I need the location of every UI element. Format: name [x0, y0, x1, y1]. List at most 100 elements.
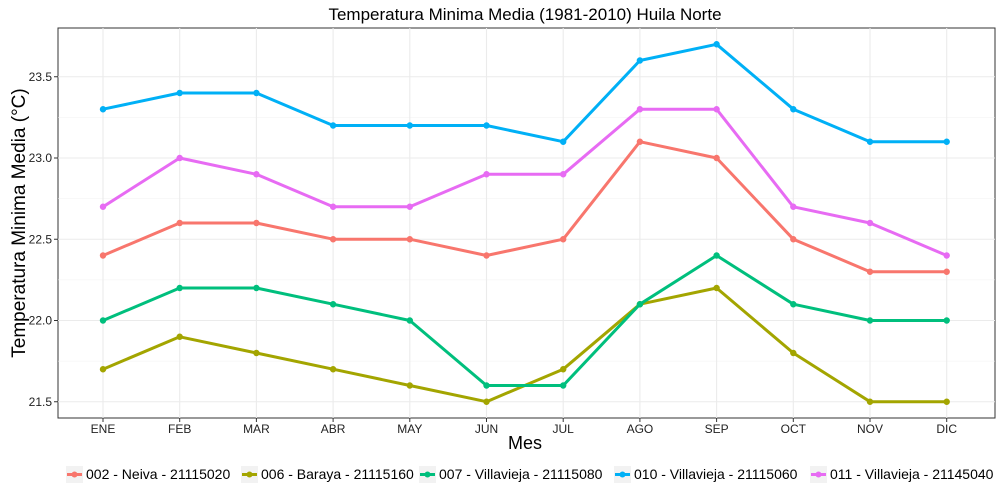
y-axis-title: Temperatura Minima Media (°C): [9, 88, 30, 357]
data-point: [406, 317, 413, 324]
legend-label: 011 - Villavieja - 21145040: [830, 466, 994, 482]
data-point: [790, 349, 797, 357]
data-point: [636, 106, 644, 113]
data-point: [406, 203, 413, 210]
data-point: [560, 382, 567, 389]
legend-item: 010 - Villavieja - 21115060: [614, 466, 798, 483]
data-point: [790, 236, 797, 243]
data-point: [943, 138, 950, 145]
legend-key-point: [815, 471, 822, 478]
legend-label: 002 - Neiva - 21115020: [86, 466, 230, 482]
data-point: [406, 236, 413, 243]
data-point: [866, 268, 874, 275]
data-point: [713, 252, 720, 259]
data-point: [636, 301, 644, 308]
data-point: [483, 122, 490, 129]
series-0: [99, 138, 950, 275]
data-point: [329, 301, 337, 308]
legend-key-point: [424, 471, 431, 478]
data-point: [790, 203, 797, 210]
legend-key-point: [246, 471, 253, 478]
series-layer: [99, 41, 950, 405]
x-axis-title: Mes: [508, 433, 542, 453]
data-point: [329, 203, 337, 210]
data-point: [636, 57, 644, 64]
chart-title: Temperatura Minima Media (1981-2010) Hui…: [328, 5, 721, 24]
data-point: [176, 89, 183, 97]
data-point: [406, 122, 413, 129]
series-2: [99, 252, 950, 389]
y-axis: 21.5 22.0 22.5 23.0 23.5: [29, 70, 58, 409]
data-point: [560, 138, 567, 145]
data-point: [253, 171, 260, 178]
legend-item: 011 - Villavieja - 21145040: [810, 466, 994, 483]
x-tick-label: JUL: [553, 422, 575, 436]
y-tick-label: 22.5: [29, 232, 53, 246]
data-point: [790, 301, 797, 308]
data-point: [713, 106, 720, 113]
data-point: [329, 236, 337, 243]
legend-label: 010 - Villavieja - 21115060: [634, 466, 798, 482]
data-point: [560, 236, 567, 243]
y-tick-label: 22.0: [29, 314, 53, 328]
x-tick-label: NOV: [857, 422, 883, 436]
x-tick-label: ABR: [321, 422, 346, 436]
data-point: [483, 382, 490, 389]
data-point: [713, 284, 720, 292]
data-point: [483, 171, 490, 178]
data-point: [406, 382, 413, 389]
series-4: [99, 106, 950, 259]
data-point: [866, 398, 874, 405]
series-line: [101, 140, 949, 274]
y-tick-label: 21.5: [29, 395, 53, 409]
legend-item: 007 - Villavieja - 21115080: [419, 466, 603, 483]
data-point: [176, 333, 183, 340]
legend-item: 002 - Neiva - 21115020: [66, 466, 230, 483]
legend-key-point: [71, 471, 78, 478]
data-point: [99, 252, 107, 259]
x-tick-label: MAY: [397, 422, 422, 436]
data-point: [176, 154, 183, 162]
data-point: [790, 106, 797, 113]
data-point: [99, 203, 107, 210]
x-tick-label: OCT: [781, 422, 807, 436]
data-point: [253, 89, 260, 97]
data-point: [99, 366, 107, 373]
data-point: [99, 106, 107, 113]
series-line: [101, 107, 949, 257]
data-point: [253, 349, 260, 357]
x-axis: ENE FEB MAR ABR MAY JUN JUL AGO SEP OCT NOV DIC: [91, 418, 957, 436]
data-point: [636, 138, 644, 145]
data-point: [99, 317, 107, 324]
legend-label: 006 - Baraya - 21115160: [261, 466, 414, 482]
x-tick-label: JUN: [475, 422, 498, 436]
x-tick-label: DIC: [936, 422, 957, 436]
y-tick-label: 23.0: [29, 151, 53, 165]
data-point: [176, 219, 183, 227]
data-point: [943, 252, 950, 259]
data-point: [713, 41, 720, 48]
data-point: [253, 284, 260, 292]
grid-lines: [58, 28, 995, 418]
data-point: [866, 317, 874, 324]
x-tick-label: MAR: [243, 422, 270, 436]
legend: 002 - Neiva - 21115020 006 - Baraya - 211…: [66, 466, 994, 483]
data-point: [483, 398, 490, 405]
legend-key-point: [619, 471, 626, 478]
data-point: [866, 219, 874, 227]
y-tick-label: 23.5: [29, 70, 53, 84]
data-point: [560, 171, 567, 178]
legend-label: 007 - Villavieja - 21115080: [439, 466, 603, 482]
data-point: [560, 366, 567, 373]
data-point: [943, 268, 950, 275]
x-tick-label: FEB: [168, 422, 191, 436]
series-line: [101, 254, 949, 387]
x-tick-label: ENE: [91, 422, 116, 436]
series-line: [101, 42, 949, 144]
x-tick-label: AGO: [627, 422, 654, 436]
x-tick-label: SEP: [705, 422, 729, 436]
data-point: [329, 122, 337, 129]
series-3: [99, 41, 950, 145]
data-point: [943, 317, 950, 324]
